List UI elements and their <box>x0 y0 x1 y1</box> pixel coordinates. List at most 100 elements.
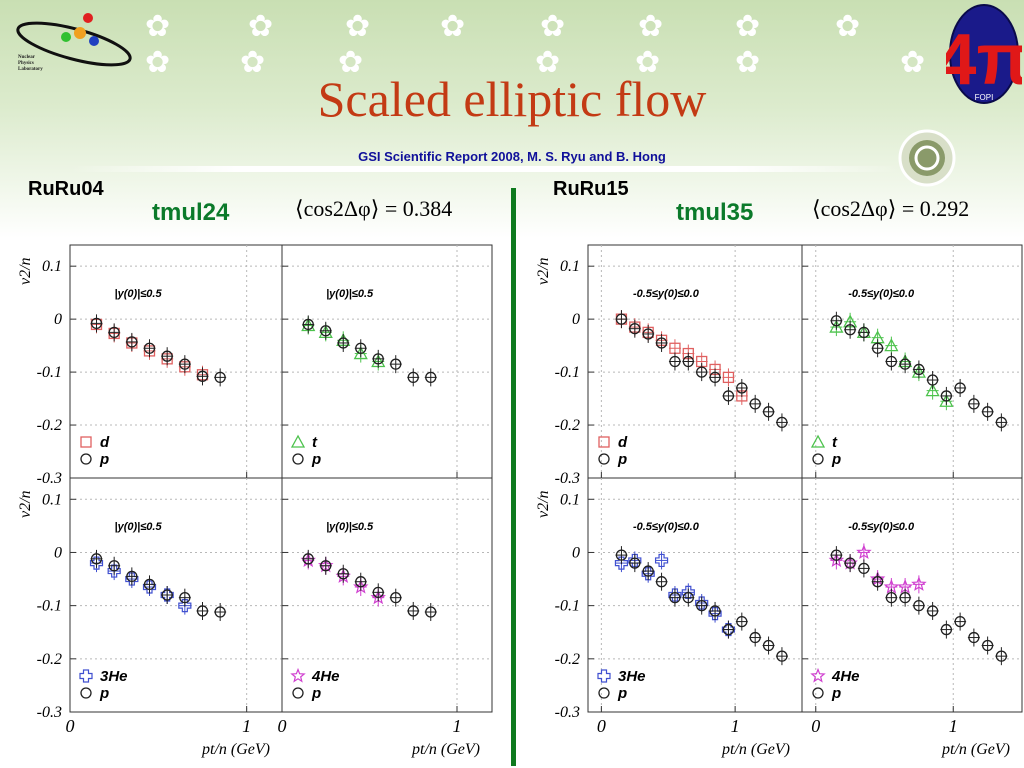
data-point <box>812 687 824 699</box>
y-tick-label: 0.1 <box>560 258 580 275</box>
data-point <box>722 623 735 636</box>
data-point <box>655 576 668 588</box>
data-point <box>80 453 92 465</box>
data-point <box>871 576 884 588</box>
rapidity-label: |y(0)|≤0.5 <box>115 288 163 300</box>
data-point <box>629 323 641 335</box>
x-tick-label: 1 <box>949 716 958 736</box>
right-system-label: RuRu15 <box>553 178 629 200</box>
data-point <box>696 366 708 378</box>
flower-icon: ✿ <box>835 9 861 44</box>
data-point <box>913 599 925 612</box>
rapidity-label: -0.5≤y(0)≤0.0 <box>633 288 700 300</box>
y-tick-label: -0.1 <box>37 598 62 615</box>
data-point <box>762 406 775 418</box>
data-point <box>143 578 156 591</box>
flower-icon: ✿ <box>735 9 761 44</box>
fopi-label: FOPI <box>975 93 994 102</box>
flower-icon: ✿ <box>240 45 266 80</box>
y-tick-label: 0 <box>572 544 580 561</box>
rapidity-label: -0.5≤y(0)≤0.0 <box>848 288 915 300</box>
chart-panel <box>801 244 1023 479</box>
data-point <box>302 553 314 565</box>
data-point <box>598 453 610 465</box>
legend-label: p <box>99 451 109 468</box>
data-point <box>292 687 304 699</box>
chart-panel <box>69 477 283 713</box>
y-axis-label: v2/n <box>17 257 34 285</box>
legend-label: p <box>831 451 841 468</box>
data-point <box>776 650 788 662</box>
data-point <box>598 687 610 699</box>
data-point <box>425 606 437 618</box>
data-point <box>709 605 721 617</box>
nuclear-physics-lab-logo: Nuclear Physics Laboratory <box>16 13 132 72</box>
flower-icon: ✿ <box>338 45 364 80</box>
svg-text:4π: 4π <box>946 20 1022 100</box>
y-tick-label: 0 <box>572 311 580 328</box>
y-tick-label: -0.1 <box>37 364 62 381</box>
right-cos-value: ⟨cos2Δφ⟩ = 0.292 <box>812 196 970 221</box>
data-point <box>320 560 332 572</box>
data-point <box>292 453 304 465</box>
data-point <box>954 615 966 628</box>
data-point <box>669 592 681 604</box>
data-point <box>844 324 856 336</box>
data-point <box>407 371 419 384</box>
legend-label: 4He <box>831 668 860 685</box>
y-axis-label: v2/n <box>17 490 34 518</box>
data-point <box>668 588 682 602</box>
x-tick-label: 0 <box>811 716 820 736</box>
rapidity-label: |y(0)|≤0.5 <box>326 521 374 533</box>
data-point <box>355 342 367 354</box>
data-point <box>926 374 939 386</box>
data-point <box>597 669 611 683</box>
data-point <box>844 557 856 569</box>
legend-label: p <box>311 685 321 702</box>
left-trigger-label: tmul24 <box>152 199 230 226</box>
data-point <box>320 325 332 337</box>
data-point <box>911 576 927 591</box>
data-point <box>160 588 174 602</box>
rapidity-label: |y(0)|≤0.5 <box>115 521 163 533</box>
data-point <box>995 416 1008 429</box>
data-point <box>913 363 925 376</box>
legend-label: d <box>618 434 628 451</box>
data-point <box>981 406 994 418</box>
legend-label: t <box>312 434 318 451</box>
rapidity-label: |y(0)|≤0.5 <box>326 288 374 300</box>
logo-text-line: Laboratory <box>18 67 43 72</box>
flower-icon: ✿ <box>145 9 171 44</box>
data-point <box>884 338 899 352</box>
data-point <box>90 317 103 330</box>
data-point <box>353 346 368 360</box>
y-tick-label: 0.1 <box>560 491 580 508</box>
data-point <box>940 623 953 636</box>
flower-icon: ✿ <box>635 45 661 80</box>
data-point <box>80 436 92 448</box>
data-point <box>749 398 761 410</box>
data-point <box>899 358 911 370</box>
legend-label: 3He <box>618 668 646 685</box>
chart-panel <box>801 477 1023 713</box>
data-point <box>981 639 994 652</box>
logo-text-line: Physics <box>18 61 34 66</box>
logo-text-line: Nuclear <box>18 55 36 60</box>
data-point <box>79 669 93 683</box>
flower-icon: ✿ <box>345 9 371 44</box>
x-axis-label: pt/n (GeV) <box>721 741 790 758</box>
y-tick-label: -0.2 <box>37 417 62 434</box>
legend-label: 4He <box>311 668 340 685</box>
flower-icon: ✿ <box>638 9 664 44</box>
x-tick-label: 1 <box>242 716 251 736</box>
x-tick-label: 0 <box>278 716 287 736</box>
data-point <box>642 565 654 577</box>
y-axis-label: v2/n <box>535 490 552 518</box>
panel-divider <box>511 188 516 766</box>
data-point <box>615 313 628 325</box>
legend-label: d <box>100 434 110 451</box>
y-tick-label: -0.3 <box>555 470 580 487</box>
data-point <box>290 434 306 448</box>
y-tick-label: -0.3 <box>37 704 62 721</box>
